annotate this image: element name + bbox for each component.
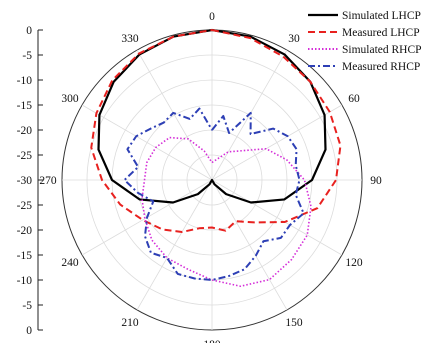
radial-tick-label: -10 [17, 275, 33, 287]
grid-spoke [211, 179, 343, 256]
series-line-measured-lhcp [90, 29, 342, 233]
angle-label: 30 [288, 33, 300, 45]
radial-axis: 0 -5 -10 -15 -20 -25 -30 -25 -20 -15 -10 -5 0 [17, 25, 43, 337]
radial-tick-label: -25 [17, 150, 33, 162]
radial-tick-label: -20 [17, 225, 33, 237]
angle-label: 150 [285, 317, 303, 329]
angle-label: 90 [370, 175, 382, 187]
radial-tick-label: -10 [17, 75, 33, 87]
grid-spoke [81, 104, 213, 181]
legend-label: Simulated RHCP [342, 44, 422, 56]
radial-tick-label: -30 [17, 175, 33, 187]
grid-spoke [136, 179, 213, 311]
radial-tick-label: -25 [17, 200, 33, 212]
angle-label: 120 [345, 257, 363, 269]
angle-label: 240 [61, 257, 79, 269]
radial-tick-label: -5 [22, 300, 32, 312]
radial-tick-label: -15 [17, 100, 33, 112]
legend: Simulated LHCP Measured LHCP Simulated RHC… [308, 10, 422, 73]
angle-label: 60 [348, 93, 360, 105]
radial-tick-label: -5 [22, 50, 32, 62]
legend-label: Measured RHCP [342, 61, 420, 73]
angle-label: 210 [121, 317, 139, 329]
legend-label: Measured LHCP [342, 27, 420, 39]
angle-label: 270 [39, 175, 57, 187]
grid-spoke [136, 49, 213, 181]
radial-tick-label: 0 [26, 325, 32, 337]
radial-tick-label: -20 [17, 125, 33, 137]
angle-label: 0 [209, 11, 215, 23]
legend-label: Simulated LHCP [342, 10, 421, 22]
grid-spoke [211, 104, 343, 181]
grid-spoke [211, 179, 288, 311]
angle-label: 330 [121, 33, 139, 45]
radial-tick-label: 0 [26, 25, 32, 37]
angle-label: 180 [203, 339, 221, 343]
angle-label: 300 [61, 93, 79, 105]
radial-tick-label: -15 [17, 250, 33, 262]
series-line-simulated-lhcp [97, 28, 327, 204]
series-group [90, 28, 342, 288]
series-line-measured-rhcp [123, 107, 305, 281]
